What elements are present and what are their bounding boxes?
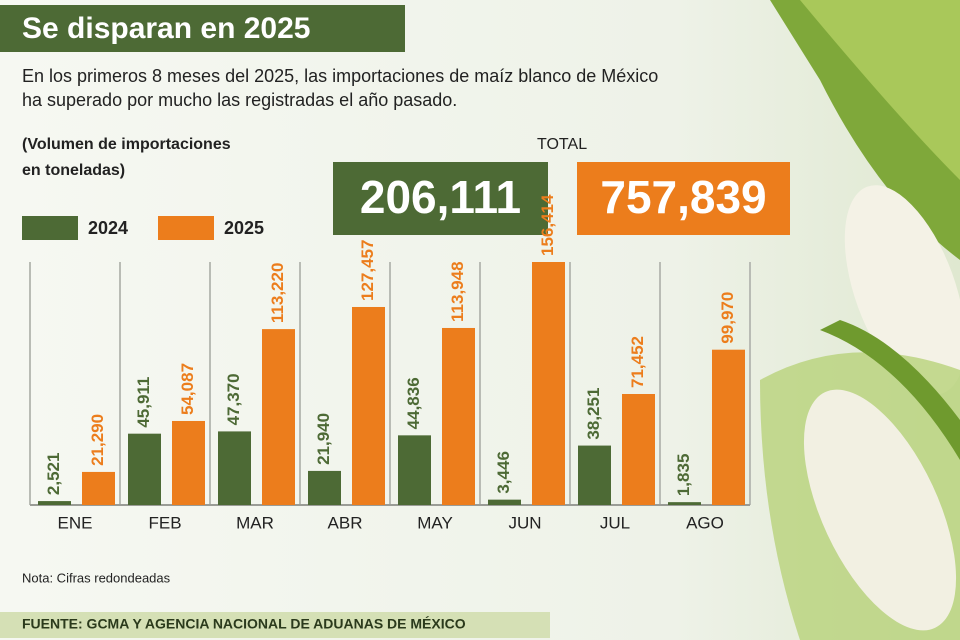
x-tick-label: AGO <box>686 513 724 532</box>
total-value: 206,111 <box>360 171 521 223</box>
value-label: 45,911 <box>134 377 153 428</box>
value-label: 113,948 <box>448 261 467 322</box>
value-label: 44,836 <box>404 377 423 429</box>
note: Nota: Cifras redondeadas <box>22 570 171 585</box>
value-label: 113,220 <box>268 263 287 324</box>
value-label: 54,087 <box>178 363 197 415</box>
total-box <box>577 162 790 235</box>
bar <box>82 471 115 505</box>
bar <box>442 327 475 505</box>
value-label: 156,414 <box>538 194 557 256</box>
value-label: 99,970 <box>718 292 737 344</box>
x-tick-label: FEB <box>148 513 181 532</box>
x-tick-label: ABR <box>328 513 363 532</box>
value-label: 47,370 <box>224 373 243 425</box>
axis-label: (Volumen de importaciones <box>22 136 231 153</box>
bar <box>578 445 611 505</box>
corn-decoration <box>760 0 960 640</box>
source: FUENTE: GCMA Y AGENCIA NACIONAL DE ADUAN… <box>22 616 466 632</box>
chart-title: Se disparan en 2025 <box>22 12 311 45</box>
x-tick-label: JUL <box>600 513 630 532</box>
x-tick-label: JUN <box>508 513 541 532</box>
value-label: 1,835 <box>674 454 693 497</box>
x-tick-label: MAR <box>236 513 274 532</box>
title-box <box>0 5 405 52</box>
x-tick-label: ENE <box>58 513 93 532</box>
subtitle: En los primeros 8 meses del 2025, las im… <box>22 66 658 86</box>
legend-swatch <box>22 216 78 240</box>
bar <box>38 501 71 505</box>
x-tick-label: MAY <box>417 513 453 532</box>
total-value: 757,839 <box>600 171 766 223</box>
bar <box>532 262 565 505</box>
value-label: 38,251 <box>584 388 603 440</box>
total-box <box>333 162 548 235</box>
value-label: 71,452 <box>628 336 647 388</box>
legend-label: 2025 <box>224 218 264 238</box>
bar <box>398 435 431 505</box>
value-label: 21,940 <box>314 413 333 465</box>
value-label: 127,457 <box>358 240 377 301</box>
bar <box>712 349 745 505</box>
bar <box>488 499 521 505</box>
legend-swatch <box>158 216 214 240</box>
value-label: 21,290 <box>88 414 107 466</box>
axis-label: en toneladas) <box>22 162 125 179</box>
bar <box>622 393 655 505</box>
bar <box>218 431 251 505</box>
subtitle: ha superado por mucho las registradas el… <box>22 90 457 110</box>
source-bar <box>0 612 550 638</box>
bar <box>668 502 701 505</box>
bar <box>128 433 161 505</box>
legend-label: 2024 <box>88 218 128 238</box>
value-label: 2,521 <box>44 453 63 496</box>
bar <box>352 306 385 505</box>
bar <box>172 420 205 505</box>
bar <box>262 329 295 505</box>
bar <box>308 470 341 505</box>
total-title: TOTAL <box>537 136 587 153</box>
value-label: 3,446 <box>494 451 513 494</box>
